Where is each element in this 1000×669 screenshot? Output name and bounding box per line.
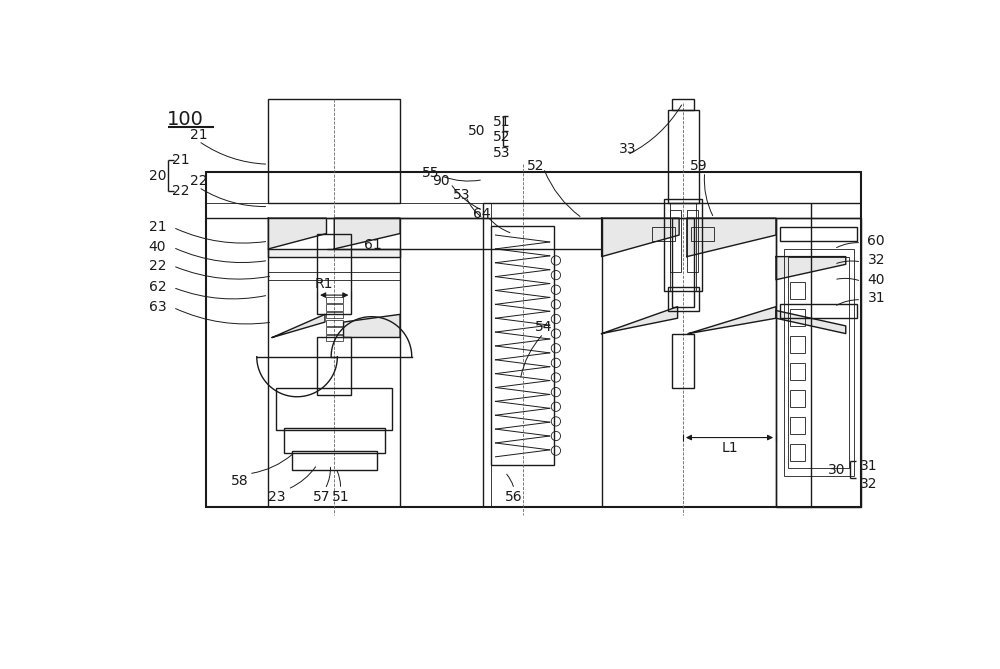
- Text: 51: 51: [493, 115, 511, 129]
- Text: 51: 51: [332, 490, 349, 504]
- Bar: [790, 444, 805, 461]
- Bar: [668, 288, 698, 310]
- Bar: [326, 327, 343, 334]
- Bar: [790, 336, 805, 353]
- Bar: [491, 226, 554, 464]
- Polygon shape: [776, 310, 846, 334]
- Text: 53: 53: [453, 188, 471, 202]
- Text: 21: 21: [149, 220, 166, 234]
- Polygon shape: [344, 314, 400, 337]
- Bar: [317, 337, 351, 395]
- Polygon shape: [602, 218, 679, 257]
- Text: R1: R1: [314, 278, 333, 291]
- Bar: [206, 172, 861, 507]
- Bar: [672, 99, 694, 110]
- Bar: [687, 211, 698, 272]
- Bar: [670, 211, 681, 272]
- Text: 57: 57: [313, 490, 331, 504]
- Bar: [326, 335, 343, 341]
- Text: 90: 90: [432, 174, 450, 188]
- Bar: [790, 363, 805, 380]
- Text: 55: 55: [422, 167, 440, 181]
- Bar: [276, 387, 392, 430]
- Text: 20: 20: [149, 169, 166, 183]
- Text: 59: 59: [690, 159, 707, 173]
- Polygon shape: [334, 218, 400, 249]
- Bar: [780, 304, 857, 318]
- Bar: [668, 110, 698, 203]
- Text: 61: 61: [364, 238, 382, 252]
- Bar: [652, 227, 675, 242]
- Polygon shape: [272, 314, 325, 337]
- Text: 21: 21: [172, 153, 190, 167]
- Polygon shape: [776, 257, 846, 280]
- Bar: [790, 417, 805, 434]
- Bar: [284, 428, 385, 453]
- Text: 31: 31: [860, 459, 877, 473]
- Text: 32: 32: [867, 254, 885, 268]
- Bar: [780, 227, 857, 242]
- Text: 21: 21: [190, 128, 207, 142]
- Text: 22: 22: [149, 259, 166, 273]
- Text: 31: 31: [867, 291, 885, 305]
- Polygon shape: [268, 218, 326, 249]
- Text: 50: 50: [468, 124, 485, 138]
- Bar: [672, 334, 694, 387]
- Text: 53: 53: [493, 146, 511, 160]
- Text: L1: L1: [721, 441, 738, 454]
- Text: 54: 54: [535, 320, 552, 334]
- Bar: [664, 199, 702, 291]
- Bar: [672, 218, 694, 306]
- Text: 64: 64: [473, 207, 490, 221]
- Text: 22: 22: [172, 184, 190, 198]
- Text: 40: 40: [867, 273, 885, 287]
- Text: 33: 33: [618, 142, 636, 156]
- Text: 22: 22: [190, 174, 207, 188]
- Text: 40: 40: [149, 240, 166, 254]
- Bar: [790, 309, 805, 326]
- Text: 100: 100: [167, 110, 204, 129]
- Bar: [326, 304, 343, 310]
- Text: 62: 62: [149, 280, 166, 294]
- Text: 63: 63: [149, 300, 166, 314]
- Bar: [317, 233, 351, 314]
- Text: 58: 58: [231, 474, 249, 488]
- Text: 30: 30: [828, 463, 846, 477]
- Bar: [326, 312, 343, 318]
- Bar: [326, 296, 343, 303]
- Polygon shape: [268, 249, 400, 257]
- Bar: [326, 320, 343, 326]
- Text: 60: 60: [867, 234, 885, 248]
- Bar: [691, 227, 714, 242]
- Bar: [268, 99, 400, 203]
- Bar: [790, 390, 805, 407]
- Bar: [784, 249, 854, 476]
- Text: 52: 52: [493, 130, 511, 145]
- Polygon shape: [602, 306, 678, 334]
- Bar: [790, 282, 805, 299]
- Bar: [776, 218, 861, 507]
- Bar: [788, 257, 849, 468]
- Text: 56: 56: [505, 490, 523, 504]
- Text: 23: 23: [268, 490, 286, 504]
- Polygon shape: [687, 218, 776, 257]
- Polygon shape: [688, 306, 776, 334]
- Text: 52: 52: [527, 159, 544, 173]
- Text: 32: 32: [860, 477, 877, 491]
- Bar: [292, 452, 377, 470]
